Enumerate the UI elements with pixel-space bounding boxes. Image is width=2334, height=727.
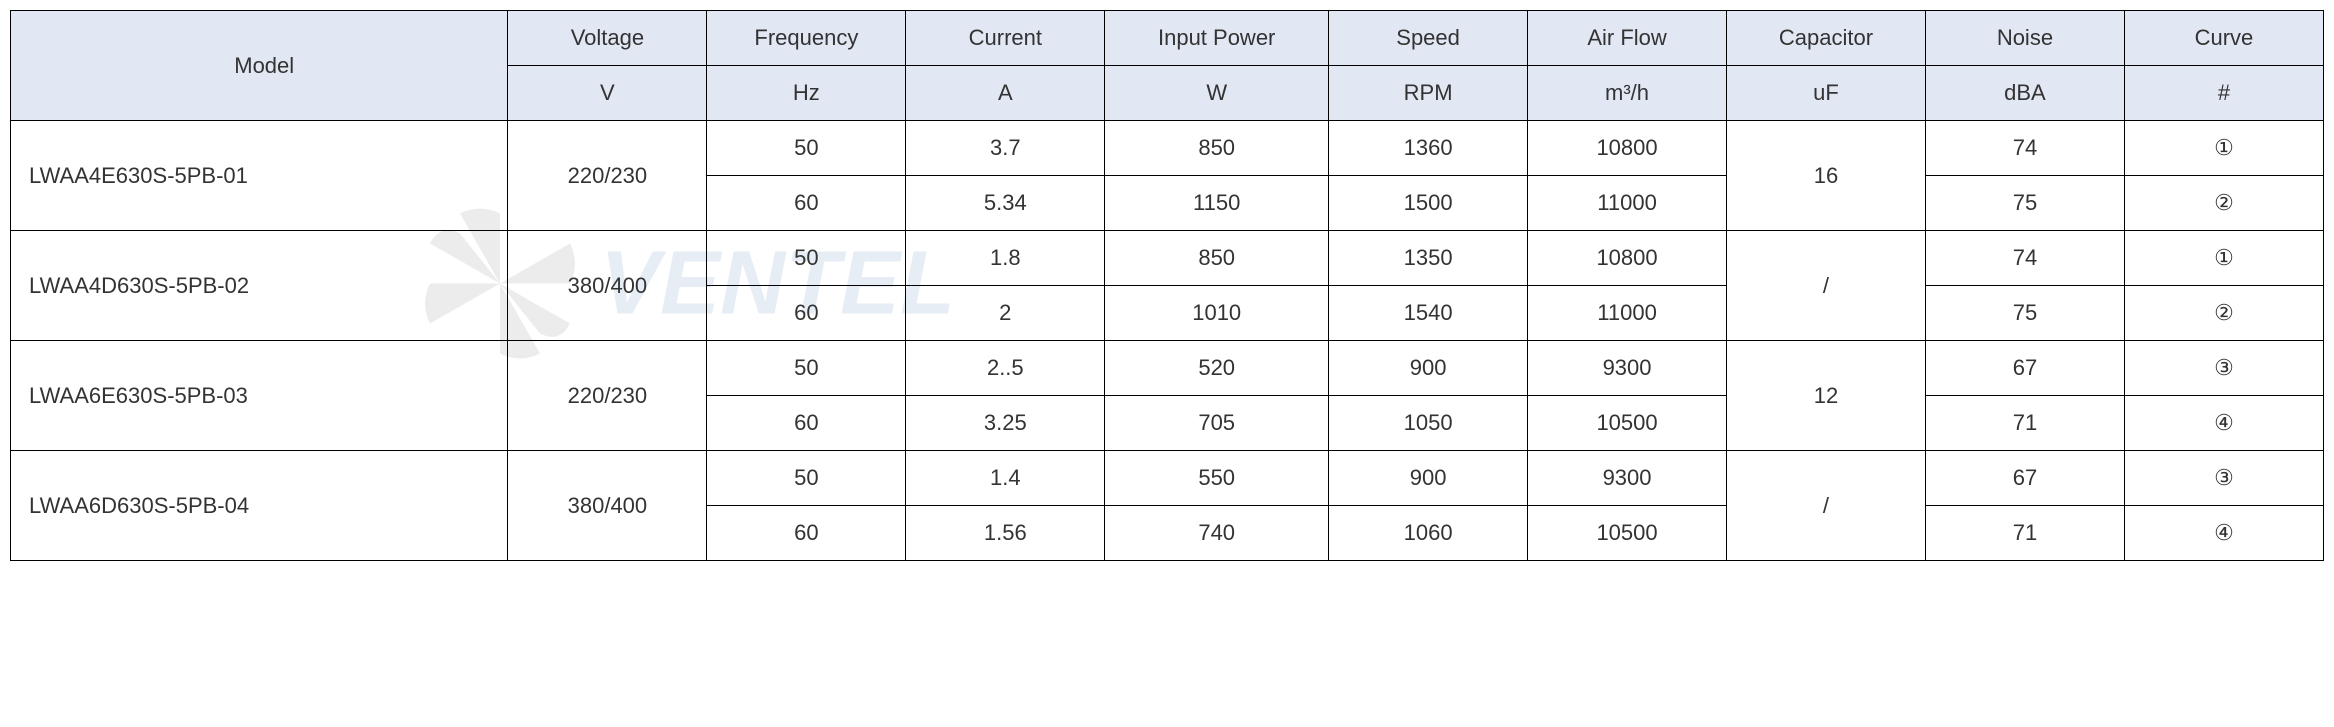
cell-current: 1.56: [906, 506, 1105, 561]
header-model: Model: [11, 11, 508, 121]
table-row: LWAA6D630S-5PB-04 380/400 50 1.4 550 900…: [11, 451, 2324, 506]
cell-capacitor: /: [1727, 451, 1926, 561]
header-curve: Curve: [2124, 11, 2323, 66]
cell-current: 5.34: [906, 176, 1105, 231]
cell-speed: 1060: [1329, 506, 1528, 561]
cell-noise: 67: [1925, 451, 2124, 506]
unit-noise: dBA: [1925, 66, 2124, 121]
cell-speed: 1540: [1329, 286, 1528, 341]
cell-voltage: 380/400: [508, 451, 707, 561]
header-current: Current: [906, 11, 1105, 66]
header-noise: Noise: [1925, 11, 2124, 66]
cell-speed: 1050: [1329, 396, 1528, 451]
cell-speed: 1500: [1329, 176, 1528, 231]
cell-air-flow: 10800: [1528, 231, 1727, 286]
cell-capacitor: 16: [1727, 121, 1926, 231]
cell-air-flow: 10800: [1528, 121, 1727, 176]
cell-air-flow: 10500: [1528, 396, 1727, 451]
cell-voltage: 380/400: [508, 231, 707, 341]
table-row: LWAA6E630S-5PB-03 220/230 50 2..5 520 90…: [11, 341, 2324, 396]
cell-capacitor: 12: [1727, 341, 1926, 451]
cell-noise: 74: [1925, 231, 2124, 286]
cell-voltage: 220/230: [508, 341, 707, 451]
cell-curve: ①: [2124, 121, 2323, 176]
header-voltage: Voltage: [508, 11, 707, 66]
cell-input-power: 705: [1105, 396, 1329, 451]
cell-air-flow: 10500: [1528, 506, 1727, 561]
cell-curve: ③: [2124, 451, 2323, 506]
cell-curve: ③: [2124, 341, 2323, 396]
cell-input-power: 520: [1105, 341, 1329, 396]
header-row-1: Model Voltage Frequency Current Input Po…: [11, 11, 2324, 66]
cell-noise: 75: [1925, 286, 2124, 341]
cell-input-power: 850: [1105, 231, 1329, 286]
cell-input-power: 1150: [1105, 176, 1329, 231]
cell-air-flow: 11000: [1528, 176, 1727, 231]
cell-speed: 900: [1329, 341, 1528, 396]
cell-air-flow: 9300: [1528, 451, 1727, 506]
cell-air-flow: 11000: [1528, 286, 1727, 341]
header-frequency: Frequency: [707, 11, 906, 66]
cell-noise: 75: [1925, 176, 2124, 231]
spec-table: Model Voltage Frequency Current Input Po…: [10, 10, 2324, 561]
cell-input-power: 850: [1105, 121, 1329, 176]
cell-noise: 67: [1925, 341, 2124, 396]
cell-input-power: 740: [1105, 506, 1329, 561]
header-input-power: Input Power: [1105, 11, 1329, 66]
cell-frequency: 50: [707, 231, 906, 286]
unit-curve: #: [2124, 66, 2323, 121]
cell-noise: 71: [1925, 396, 2124, 451]
cell-model: LWAA6D630S-5PB-04: [11, 451, 508, 561]
cell-frequency: 60: [707, 396, 906, 451]
cell-input-power: 1010: [1105, 286, 1329, 341]
cell-frequency: 50: [707, 341, 906, 396]
unit-air-flow: m³/h: [1528, 66, 1727, 121]
table-row: LWAA4E630S-5PB-01 220/230 50 3.7 850 136…: [11, 121, 2324, 176]
header-air-flow: Air Flow: [1528, 11, 1727, 66]
cell-model: LWAA6E630S-5PB-03: [11, 341, 508, 451]
cell-current: 2..5: [906, 341, 1105, 396]
cell-curve: ②: [2124, 176, 2323, 231]
cell-current: 1.4: [906, 451, 1105, 506]
header-capacitor: Capacitor: [1727, 11, 1926, 66]
spec-table-body: LWAA4E630S-5PB-01 220/230 50 3.7 850 136…: [11, 121, 2324, 561]
table-row: LWAA4D630S-5PB-02 380/400 50 1.8 850 135…: [11, 231, 2324, 286]
cell-curve: ④: [2124, 396, 2323, 451]
cell-frequency: 60: [707, 286, 906, 341]
cell-noise: 74: [1925, 121, 2124, 176]
cell-air-flow: 9300: [1528, 341, 1727, 396]
unit-voltage: V: [508, 66, 707, 121]
cell-capacitor: /: [1727, 231, 1926, 341]
cell-speed: 1350: [1329, 231, 1528, 286]
cell-model: LWAA4E630S-5PB-01: [11, 121, 508, 231]
cell-frequency: 50: [707, 451, 906, 506]
cell-curve: ②: [2124, 286, 2323, 341]
unit-speed: RPM: [1329, 66, 1528, 121]
cell-current: 3.25: [906, 396, 1105, 451]
cell-frequency: 60: [707, 506, 906, 561]
cell-noise: 71: [1925, 506, 2124, 561]
cell-model: LWAA4D630S-5PB-02: [11, 231, 508, 341]
cell-current: 1.8: [906, 231, 1105, 286]
cell-speed: 900: [1329, 451, 1528, 506]
cell-curve: ④: [2124, 506, 2323, 561]
unit-current: A: [906, 66, 1105, 121]
cell-curve: ①: [2124, 231, 2323, 286]
unit-input-power: W: [1105, 66, 1329, 121]
cell-current: 3.7: [906, 121, 1105, 176]
unit-frequency: Hz: [707, 66, 906, 121]
cell-input-power: 550: [1105, 451, 1329, 506]
unit-capacitor: uF: [1727, 66, 1926, 121]
cell-speed: 1360: [1329, 121, 1528, 176]
cell-frequency: 60: [707, 176, 906, 231]
header-speed: Speed: [1329, 11, 1528, 66]
cell-voltage: 220/230: [508, 121, 707, 231]
cell-frequency: 50: [707, 121, 906, 176]
cell-current: 2: [906, 286, 1105, 341]
